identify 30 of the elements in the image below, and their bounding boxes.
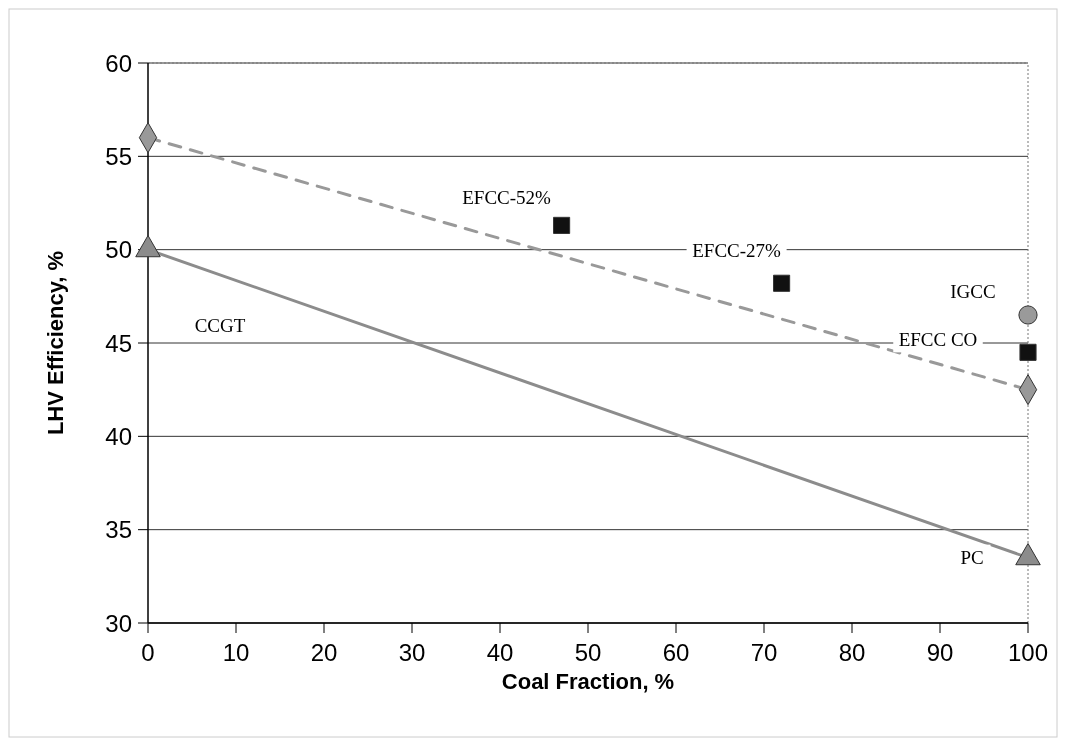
point [1019,343,1037,361]
y-axis-title: LHV Efficiency, % [43,250,68,436]
x-tick-label: 80 [838,639,866,666]
annotation: IGCC [950,280,996,302]
x-tick-label: 60 [662,639,690,666]
x-tick-label: 20 [310,639,338,666]
x-axis-title: Coal Fraction, % [501,669,675,694]
annotation: CCGT [194,314,246,336]
point [553,216,571,234]
y-tick-label: 55 [105,142,132,170]
x-tick-label: 40 [486,639,514,666]
y-tick-label: 35 [105,516,132,544]
point [1018,305,1038,325]
annotation: EFCC-27% [692,239,782,261]
annotation: EFCC CO [898,328,978,350]
x-tick-label: 10 [222,639,250,666]
x-tick-label: 70 [750,639,778,666]
annotation: PC [960,547,984,569]
x-tick-label: 90 [926,639,954,666]
point [773,274,791,292]
y-tick-label: 60 [105,49,132,77]
x-tick-label: 100 [1007,639,1049,666]
x-tick-label: 50 [574,639,602,666]
x-tick-label: 0 [141,639,155,666]
y-tick-label: 40 [105,422,132,450]
x-tick-label: 30 [398,639,426,666]
y-tick-label: 30 [105,609,132,637]
y-tick-label: 50 [105,236,132,264]
y-tick-label: 45 [105,329,132,357]
annotation: EFCC-52% [462,186,552,208]
